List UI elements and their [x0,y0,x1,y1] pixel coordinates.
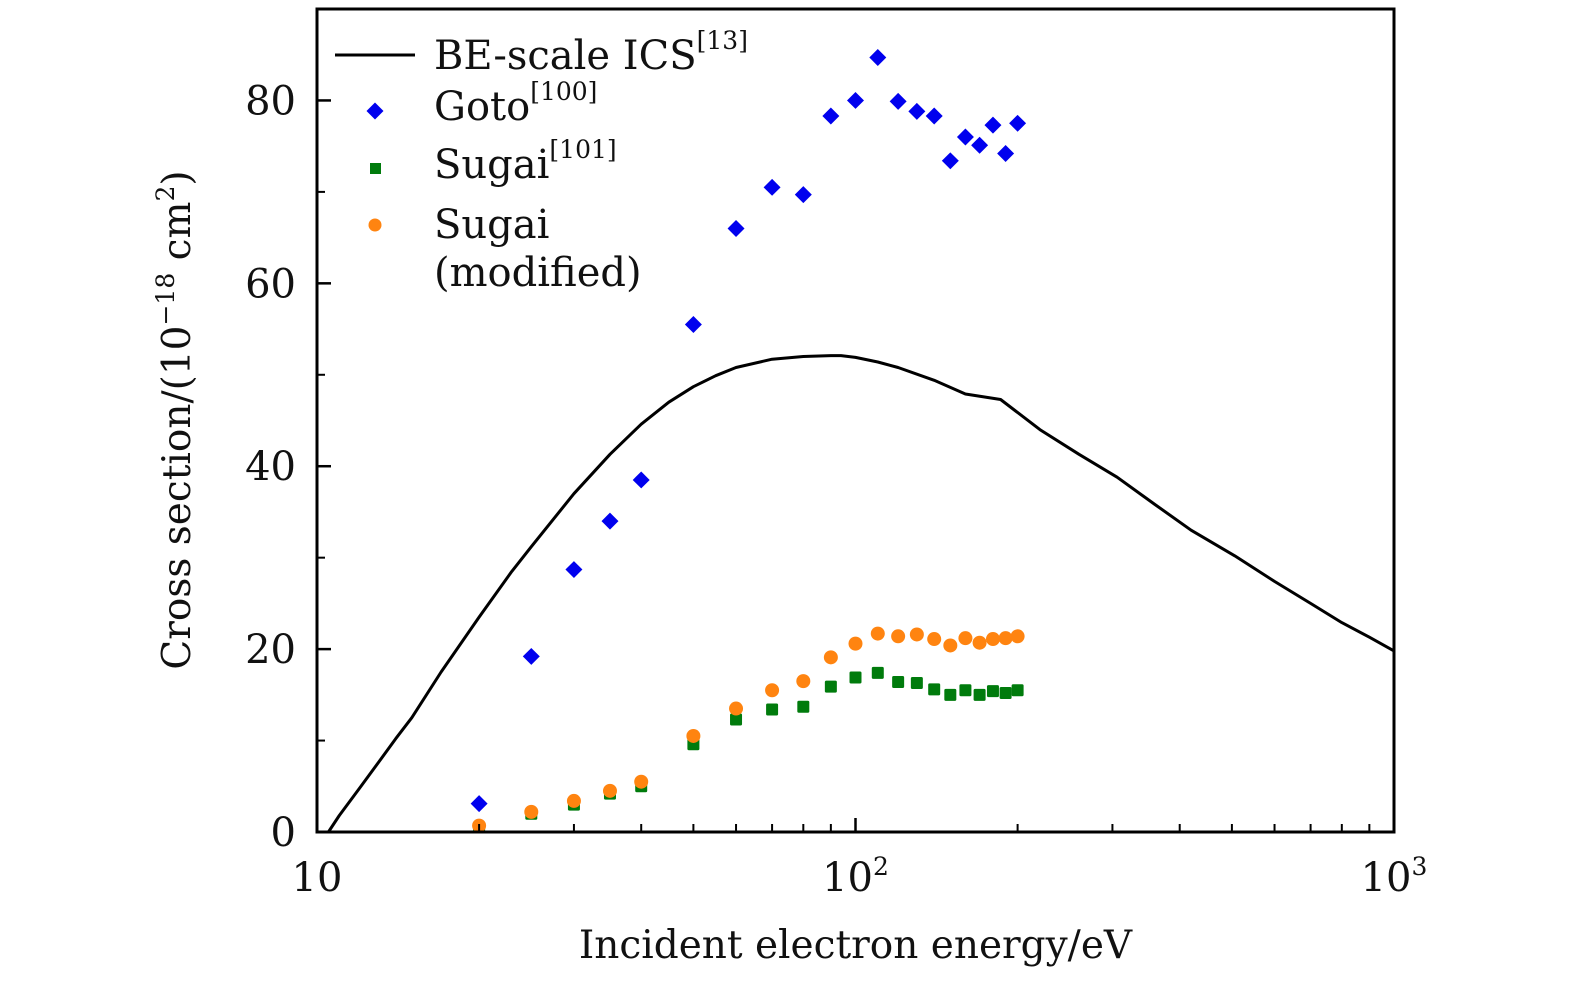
data-point-diamond [565,561,583,579]
y-axis-label-exp: −18 [151,273,180,326]
data-point-circle [1010,629,1025,644]
y-tick-label: 80 [245,78,296,124]
data-point-circle [796,674,811,689]
legend: BE-scale ICS[13] Goto[100] Sugai[101] Su… [335,26,748,296]
y-axis-label-main: Cross section/(10 [155,326,200,670]
series-sugai [473,666,1024,834]
data-point-diamond [956,128,974,146]
legend-square-swatch [370,163,381,174]
data-point-circle [891,629,906,644]
data-point-circle [958,631,973,646]
series-sugai-modified- [472,626,1025,833]
tick-labels: 10 102 103 0 20 40 60 80 [245,78,1427,901]
legend-label-line2: (modified) [434,250,642,296]
plot-area [327,48,1395,834]
data-point-diamond [908,102,926,120]
plot-frame [315,7,1396,834]
data-point-diamond [522,647,540,665]
legend-label: Goto[100] [434,77,597,130]
x-tick-label: 10 [292,855,343,901]
legend-label: BE-scale ICS[13] [434,26,748,79]
x-tick-label: 103 [1361,852,1428,901]
data-point-diamond [869,48,887,66]
data-point-diamond [889,92,907,110]
data-point-circle [823,650,838,665]
data-point-square [986,685,999,698]
data-point-circle [686,728,701,743]
legend-item-sugai: Sugai[101] [370,135,617,188]
data-point-square [959,684,972,697]
data-point-square [766,703,779,716]
y-axis-label-unit-exp: 2 [151,186,180,202]
data-point-diamond [941,152,959,170]
data-point-circle [848,636,863,651]
data-point-circle [943,638,958,653]
data-point-square [797,700,810,713]
data-point-circle [870,626,885,641]
data-point-square [824,680,837,693]
data-point-diamond [763,178,781,196]
y-tick-label: 0 [271,810,296,856]
data-point-diamond [971,136,989,154]
data-point-square [944,688,957,701]
data-point-diamond [632,471,650,489]
series-be-scale-ics [327,354,1395,833]
data-point-square [999,687,1012,700]
y-axis-label-unit: cm [155,202,200,273]
data-point-square [928,683,941,696]
data-point-diamond [847,91,864,109]
data-point-circle [927,632,942,647]
data-point-square [849,671,862,684]
legend-circle-swatch [368,218,382,232]
data-point-diamond [822,107,840,125]
data-point-square [973,688,986,701]
data-point-circle [998,631,1013,646]
data-point-circle [602,783,617,798]
series-goto [470,48,1027,813]
data-point-square [1011,684,1024,697]
series-layer [327,48,1395,834]
legend-item-goto: Goto[100] [366,77,597,130]
legend-item-sugai-modified: Sugai (modified) [368,202,642,296]
data-point-square [892,676,905,689]
x-tick-label: 102 [822,852,889,901]
data-point-diamond [1009,114,1027,132]
legend-item-be-scale-ics: BE-scale ICS[13] [335,26,748,79]
data-point-diamond [684,315,702,333]
data-point-diamond [794,186,812,204]
data-point-diamond [470,795,488,813]
legend-label: Sugai[101] [434,135,617,188]
data-point-diamond [601,512,619,530]
data-point-square [910,676,923,689]
y-axis-label-close: ) [155,170,200,185]
legend-label: Sugai [434,202,549,248]
y-tick-label: 60 [245,261,296,307]
legend-diamond-swatch [366,102,384,120]
data-point-circle [972,635,987,650]
data-point-diamond [984,116,1002,134]
data-point-diamond [925,107,943,125]
y-tick-label: 40 [245,444,296,490]
data-point-circle [729,701,744,716]
ticks-layer [315,99,1396,834]
y-axis-label: Cross section/(10−18 cm2) [151,170,200,669]
data-point-diamond [997,144,1015,162]
data-point-circle [634,774,649,789]
data-point-circle [909,627,924,642]
data-point-circle [566,793,581,808]
data-point-square [871,666,884,679]
y-tick-label: 20 [245,627,296,673]
x-axis-label: Incident electron energy/eV [579,923,1133,968]
data-point-circle [765,683,780,698]
data-point-diamond [727,219,745,237]
data-point-square [730,713,743,726]
data-point-circle [985,632,1000,647]
series-line [327,354,1395,833]
data-point-circle [524,804,539,819]
